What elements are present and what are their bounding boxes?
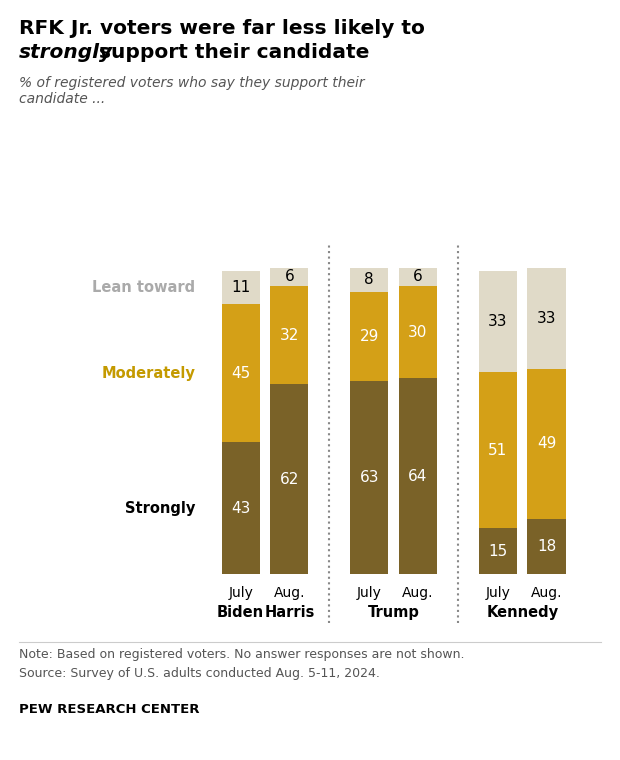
Text: Harris: Harris <box>264 605 314 620</box>
Bar <box>399 286 437 378</box>
Text: Aug.: Aug. <box>402 587 433 600</box>
Bar <box>350 293 388 381</box>
Text: July: July <box>485 587 510 600</box>
Bar <box>221 442 260 574</box>
Text: Kennedy: Kennedy <box>486 605 558 620</box>
Bar <box>221 305 260 442</box>
Text: 64: 64 <box>408 469 428 483</box>
Text: PEW RESEARCH CENTER: PEW RESEARCH CENTER <box>19 703 199 716</box>
Text: 18: 18 <box>537 539 556 554</box>
Text: 62: 62 <box>280 472 299 486</box>
Text: 63: 63 <box>360 470 379 485</box>
Text: 33: 33 <box>537 311 556 326</box>
Bar <box>270 384 309 574</box>
Bar <box>270 286 309 384</box>
Text: 32: 32 <box>280 328 299 343</box>
Text: support their candidate: support their candidate <box>92 43 369 62</box>
Text: Biden: Biden <box>217 605 264 620</box>
Bar <box>479 372 517 528</box>
Bar <box>270 268 309 286</box>
Bar <box>528 519 565 574</box>
Text: 6: 6 <box>285 269 294 284</box>
Bar <box>528 268 565 369</box>
Text: 15: 15 <box>489 543 508 559</box>
Text: Note: Based on registered voters. No answer responses are not shown.: Note: Based on registered voters. No ans… <box>19 648 464 660</box>
Text: Trump: Trump <box>368 605 420 620</box>
Text: 6: 6 <box>413 269 423 284</box>
Text: % of registered voters who say they support their
candidate ...: % of registered voters who say they supp… <box>19 76 364 106</box>
Text: July: July <box>228 587 253 600</box>
Text: 30: 30 <box>408 325 428 340</box>
Text: July: July <box>357 587 382 600</box>
Text: 51: 51 <box>489 442 508 458</box>
Text: Aug.: Aug. <box>273 587 305 600</box>
Bar <box>399 378 437 574</box>
Text: 8: 8 <box>365 273 374 287</box>
Text: Source: Survey of U.S. adults conducted Aug. 5-11, 2024.: Source: Survey of U.S. adults conducted … <box>19 667 379 680</box>
Text: 49: 49 <box>537 436 556 451</box>
Bar <box>479 271 517 372</box>
Text: Aug.: Aug. <box>531 587 562 600</box>
Text: 33: 33 <box>488 314 508 329</box>
Bar <box>399 268 437 286</box>
Text: 29: 29 <box>360 329 379 344</box>
Bar <box>479 528 517 574</box>
Text: strongly: strongly <box>19 43 113 62</box>
Text: Lean toward: Lean toward <box>92 280 195 295</box>
Bar <box>350 381 388 574</box>
Text: 11: 11 <box>231 280 250 295</box>
Text: Moderately: Moderately <box>102 366 195 381</box>
Bar <box>528 369 565 519</box>
Text: Strongly: Strongly <box>125 501 195 516</box>
Bar <box>221 271 260 305</box>
Bar <box>350 268 388 293</box>
Text: 45: 45 <box>231 366 250 381</box>
Text: RFK Jr. voters were far less likely to: RFK Jr. voters were far less likely to <box>19 19 425 38</box>
Text: 43: 43 <box>231 501 250 516</box>
